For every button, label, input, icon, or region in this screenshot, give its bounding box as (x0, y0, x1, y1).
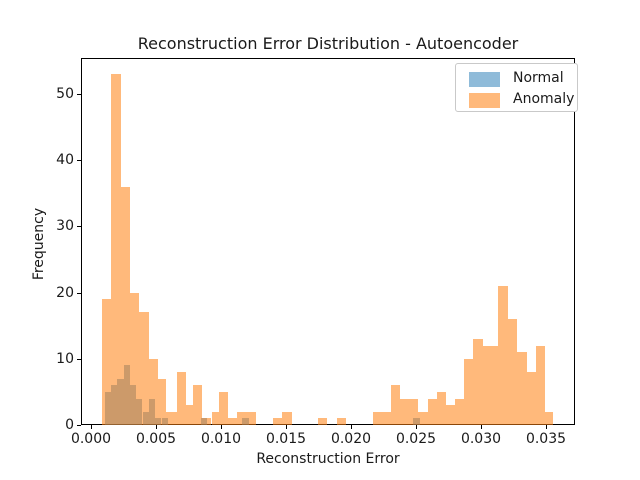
bar-anomaly (418, 411, 428, 425)
bar-anomaly (508, 319, 518, 425)
y-tick-mark (77, 358, 81, 360)
bar-anomaly (498, 285, 509, 425)
x-tick-label: 0.020 (330, 431, 372, 447)
bar-anomaly (436, 391, 446, 425)
x-tick-label: 0.030 (460, 431, 502, 447)
x-tick-mark (351, 425, 352, 429)
bar-anomaly (237, 411, 247, 425)
x-tick-mark (156, 425, 157, 429)
bars-layer (81, 58, 575, 425)
bar-anomaly (186, 405, 193, 425)
y-tick-mark (77, 93, 81, 95)
legend-label-anomaly: Anomaly (513, 91, 575, 107)
x-tick-label: 0.010 (200, 431, 242, 447)
bar-anomaly (464, 358, 474, 425)
bar-anomaly (219, 391, 229, 425)
bar-anomaly (318, 418, 328, 425)
x-tick-label: 0.000 (70, 431, 112, 447)
x-tick-mark (416, 425, 417, 429)
y-tick-mark (77, 160, 81, 161)
x-tick-mark (221, 425, 222, 429)
bar-anomaly (202, 418, 212, 425)
x-tick-mark (481, 425, 482, 429)
x-axis-label: Reconstruction Error (256, 451, 400, 467)
y-tick-label: 50 (56, 85, 74, 102)
bar-anomaly (492, 345, 499, 425)
bar-anomaly (445, 405, 455, 425)
bar-anomaly (372, 411, 382, 425)
bar-anomaly (282, 411, 292, 425)
bar-anomaly (130, 292, 140, 425)
bar-anomaly (454, 398, 464, 425)
bar-anomaly (166, 411, 178, 425)
bar-anomaly (228, 418, 238, 425)
bar-anomaly (526, 372, 536, 425)
y-tick-label: 30 (56, 218, 74, 235)
x-tick-mark (91, 425, 92, 429)
y-tick-mark (77, 226, 81, 228)
y-tick-label: 0 (65, 417, 74, 433)
bar-anomaly (177, 372, 187, 425)
bar-anomaly (517, 352, 527, 425)
anomaly-swatch-icon (469, 93, 500, 108)
bar-anomaly (273, 418, 283, 425)
y-axis-label: Frequency (31, 207, 47, 281)
y-tick-label: 10 (56, 350, 74, 367)
legend: Normal Anomaly (455, 63, 578, 112)
x-tick-mark (286, 425, 287, 429)
x-tick-label: 0.005 (135, 431, 177, 447)
bar-anomaly (246, 411, 256, 425)
bar-anomaly (382, 411, 392, 425)
bar-anomaly (139, 312, 149, 425)
chart-title: Reconstruction Error Distribution - Auto… (137, 34, 519, 53)
bar-anomaly (336, 418, 346, 425)
bar-anomaly (101, 299, 112, 425)
x-tick-label: 0.025 (395, 431, 437, 447)
bar-anomaly (535, 345, 545, 425)
bar-anomaly (111, 73, 121, 425)
y-tick-label: 20 (56, 284, 74, 301)
bar-anomaly (482, 345, 493, 425)
x-tick-mark (546, 425, 547, 429)
legend-label-normal: Normal (513, 70, 564, 86)
normal-swatch-icon (469, 72, 500, 87)
x-tick-label: 0.035 (525, 431, 567, 447)
bar-anomaly (473, 338, 483, 425)
bar-anomaly (391, 385, 401, 425)
bar-anomaly (148, 358, 158, 425)
bar-anomaly (193, 385, 203, 425)
bar-anomaly (427, 398, 437, 425)
y-tick-label: 40 (56, 152, 74, 168)
bar-anomaly (120, 186, 130, 425)
x-tick-label: 0.015 (265, 431, 307, 447)
bar-anomaly (211, 411, 219, 425)
bar-anomaly (158, 378, 167, 425)
bar-anomaly (545, 411, 554, 425)
bar-anomaly (400, 398, 409, 425)
y-tick-mark (77, 425, 81, 426)
y-tick-mark (77, 292, 81, 294)
bar-anomaly (409, 398, 419, 425)
